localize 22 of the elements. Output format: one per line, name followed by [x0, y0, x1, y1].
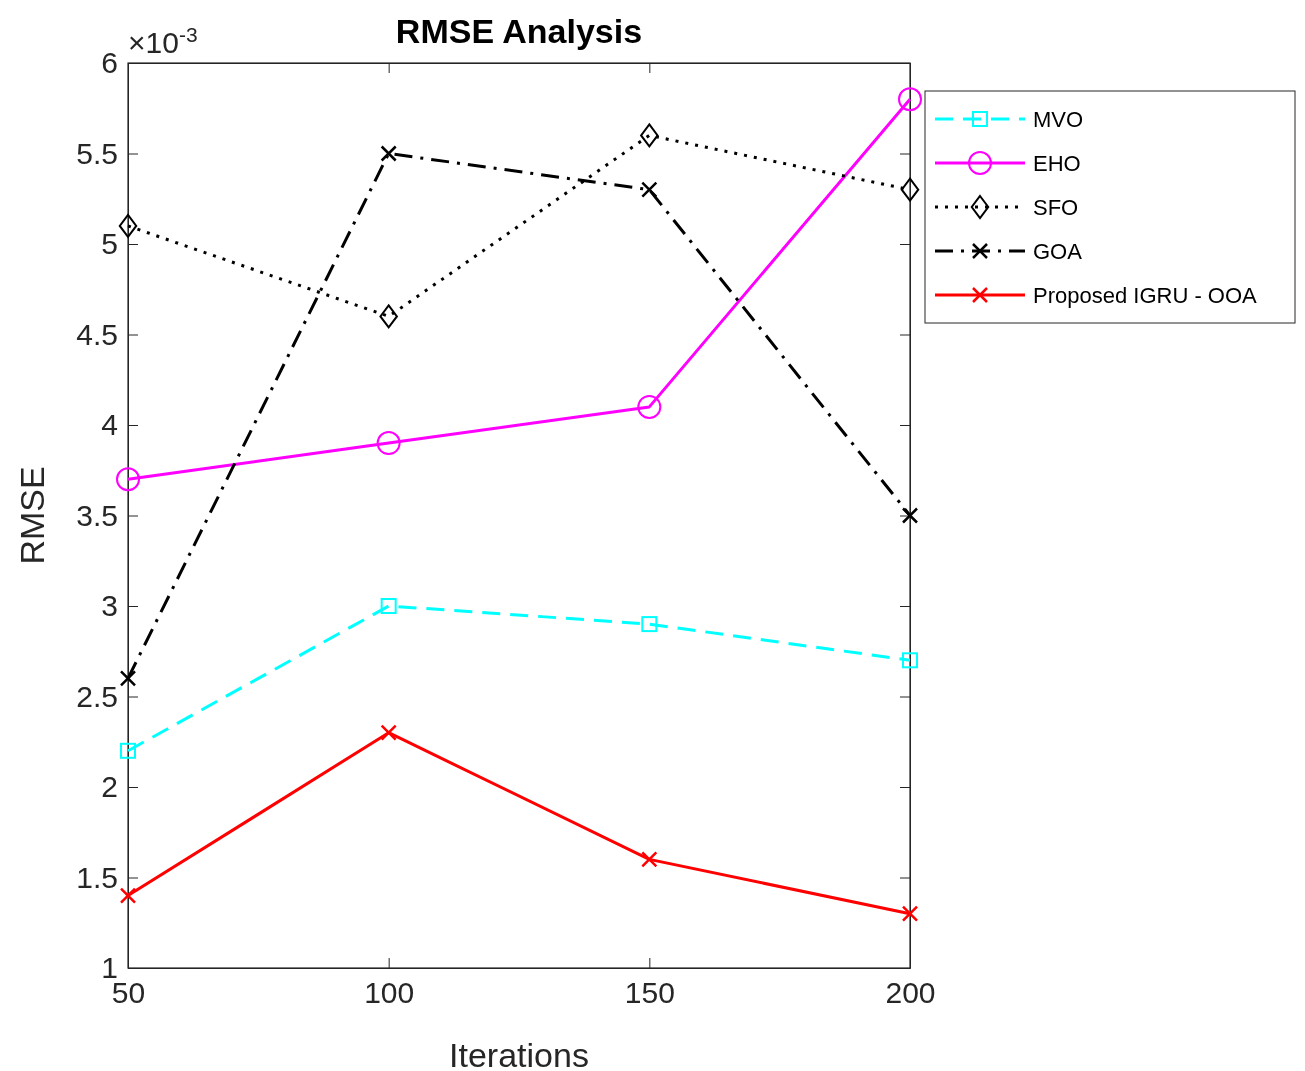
x-tick-label: 150: [624, 976, 675, 1010]
y-tick-label: 2.5: [76, 679, 118, 713]
y-tick-label: 5: [101, 227, 118, 261]
y-tick-label: 3.5: [76, 498, 118, 532]
legend-label: EHO: [1033, 151, 1081, 176]
y-tick-label: 3: [101, 589, 118, 623]
y-tick-label: 2: [101, 770, 118, 804]
x-tick-label: 200: [885, 976, 936, 1010]
y-tick-label: 4: [101, 408, 118, 442]
x-tick-label: 100: [364, 976, 415, 1010]
legend-label: SFO: [1033, 195, 1079, 220]
y-tick-label: 6: [101, 46, 118, 80]
legend-label: MVO: [1033, 107, 1084, 132]
text: ×10$^{-3}$: [128, 22, 198, 59]
legend-label: GOA: [1033, 239, 1083, 264]
y-tick-label: 4.5: [76, 317, 118, 351]
y-axis-title: RMSE: [13, 466, 51, 565]
y-tick-label: 1.5: [76, 860, 118, 894]
x-axis-title: Iterations: [449, 1036, 589, 1071]
y-tick-label: 5.5: [76, 136, 118, 170]
chart-title: RMSE Analysis: [395, 12, 643, 50]
legend-label: Proposed IGRU - OOA: [1033, 283, 1258, 308]
